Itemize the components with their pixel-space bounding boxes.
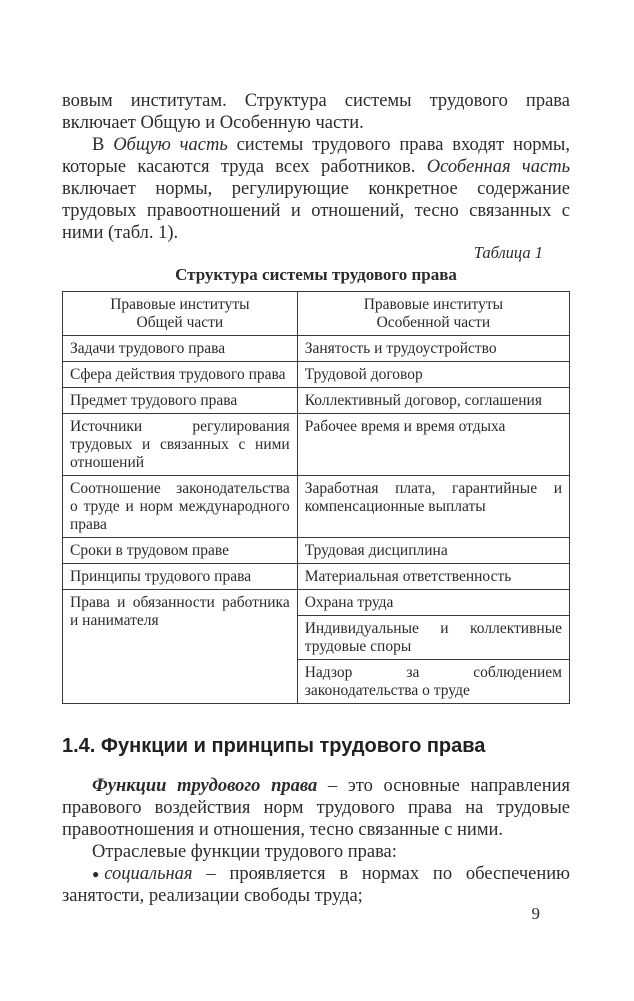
table-cell: Заработная плата, гарантийные и компенса… (296, 475, 571, 538)
paragraph: Отраслевые функции трудового права: (62, 841, 570, 863)
table-row: Индивидуальные и коллективные трудовые с… (63, 615, 571, 660)
paragraph: вовым институтам. Структура системы труд… (62, 90, 570, 134)
table-row: Соотношение законодательства о труде и н… (62, 475, 571, 538)
table-row: Сфера действия трудового права Трудовой д… (62, 361, 571, 388)
text-segment: Общую часть (113, 135, 228, 155)
table-row: Принципы трудового права Материальная отв… (62, 563, 571, 590)
table-header-line: Общей части (136, 313, 224, 331)
table-row: Источники регулирования трудовых и связа… (62, 413, 571, 476)
structure-table: Правовые институты Общей части Правовые ин… (62, 291, 571, 704)
table-cell: Трудовой договор (296, 361, 571, 388)
text-segment: вовым институтам. Структура системы труд… (62, 91, 570, 133)
text-segment: Отраслевые функции трудового права: (92, 842, 397, 862)
text-segment: – проявляется в нормах по обеспечению за… (62, 864, 570, 906)
table-cell: Задачи трудового права (62, 335, 298, 362)
table-cell: Сроки в трудовом праве (62, 537, 298, 564)
intro-paragraphs: вовым институтам. Структура системы труд… (62, 90, 570, 244)
table-cell: Коллективный договор, соглашения (296, 387, 571, 414)
table-cell: Сфера действия трудового права (62, 361, 298, 388)
table-caption: Таблица 1 (473, 243, 543, 262)
text-segment: В (92, 135, 114, 155)
page-number: 9 (531, 904, 541, 923)
table-cell: Материальная ответственность (296, 563, 571, 590)
table-cell: Трудовая дисциплина (296, 537, 571, 564)
table-body: Задачи трудового права Занятость и трудоу… (62, 335, 571, 704)
table-cell: Принципы трудового права (62, 563, 298, 590)
table-cell: Соотношение законодательства о труде и н… (62, 475, 298, 538)
paragraph: В Общую часть системы трудового права вх… (62, 134, 570, 244)
table-header-line: Особенной части (376, 313, 491, 331)
text-segment: Особенная часть (426, 157, 570, 177)
paragraph: Функции трудового права – это основные н… (62, 775, 570, 841)
paragraph: ● социальная – проявляется в нормах по об… (62, 863, 570, 907)
table-cell: Охрана труда (296, 589, 571, 616)
table-cell: Рабочее время и время отдыха (296, 413, 571, 476)
table-header-cell: Правовые институты Особенной части (296, 291, 571, 336)
table-header-line: Правовые институты (363, 295, 504, 313)
table-row: Права и обязанности работника и нанимате… (62, 589, 571, 704)
table-row: Сроки в трудовом праве Трудовая дисциплин… (62, 537, 571, 564)
bullet-icon: ● (92, 867, 100, 881)
table-header-line: Правовые институты (110, 295, 250, 313)
text-segment: системы трудового права входят нормы, ко… (62, 135, 570, 177)
table-cell: Права и обязанности работника и нанимате… (62, 589, 298, 704)
table-header-row: Правовые институты Общей части Правовые ин… (62, 291, 571, 336)
table-cell: Индивидуальные и коллективные трудовые с… (296, 615, 571, 660)
section-paragraphs: Функции трудового права – это основные н… (62, 775, 570, 907)
table-cell: Надзор за соблюдением законодательства о… (296, 659, 571, 704)
table-title: Структура системы трудового права (175, 265, 457, 284)
table-header-cell: Правовые институты Общей части (62, 291, 298, 336)
table-row: Задачи трудового права Занятость и трудоу… (62, 335, 571, 362)
table-cell: Источники регулирования трудовых и связа… (62, 413, 298, 476)
text-segment: социальная (104, 864, 193, 884)
text-segment: – это основные направления правового воз… (62, 776, 570, 840)
table-cell: Занятость и трудоустройство (296, 335, 571, 362)
table-row: Надзор за соблюдением законодательства о… (63, 659, 571, 704)
section-heading: 1.4. Функции и принципы трудового права (62, 735, 486, 757)
text-segment: включает нормы, регулирующие конкретное … (62, 179, 570, 243)
table-cell: Предмет трудового права (62, 387, 298, 414)
text-segment: Функции трудового права (92, 776, 318, 796)
table-row: Предмет трудового права Коллективный дого… (62, 387, 571, 414)
table-header: Правовые институты Общей части Правовые ин… (62, 291, 571, 336)
